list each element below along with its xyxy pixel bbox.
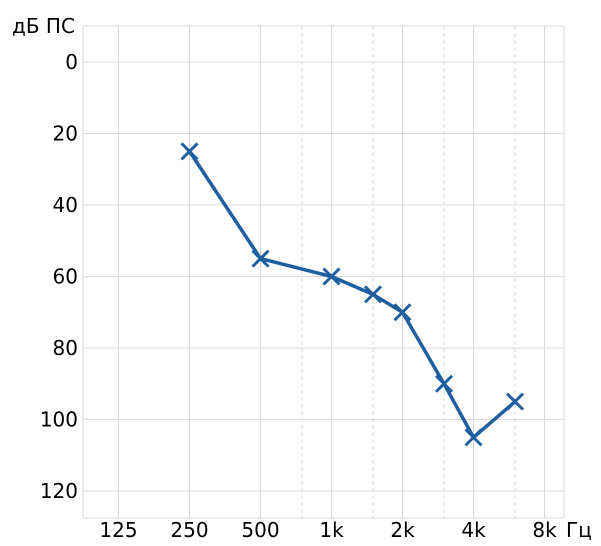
marker-stroke — [393, 303, 412, 322]
y-tick-label: 60 — [53, 265, 78, 289]
series-line — [187, 149, 517, 440]
x-tick-label: 4k — [461, 518, 486, 542]
grid — [82, 25, 565, 519]
data-point-marker — [322, 267, 341, 286]
marker-stroke — [505, 392, 525, 411]
marker-stroke — [180, 142, 199, 161]
data-point-marker — [251, 249, 270, 268]
y-tick-label: 80 — [53, 336, 78, 360]
marker-stroke — [434, 374, 454, 393]
data-point-marker — [363, 285, 383, 304]
data-point-marker — [464, 428, 483, 447]
series-group — [180, 142, 525, 447]
x-axis-unit-label: Гц — [566, 518, 592, 542]
plot-frame — [82, 25, 565, 519]
y-tick-label: 20 — [53, 122, 78, 146]
data-point-marker — [180, 142, 199, 161]
y-tick-label: 40 — [53, 193, 78, 217]
marker-stroke — [363, 285, 383, 304]
y-tick-label: 120 — [40, 479, 78, 503]
marker-stroke — [322, 267, 341, 286]
x-tick-label: 8k — [532, 518, 557, 542]
x-tick-label: 2k — [390, 518, 415, 542]
data-point-marker — [505, 392, 525, 411]
marker-stroke — [251, 249, 270, 268]
y-axis-unit-label: дБ ПС — [12, 14, 75, 38]
x-tick-label: 1k — [319, 518, 344, 542]
x-tick-label: 250 — [170, 518, 208, 542]
data-point-marker — [434, 374, 454, 393]
marker-stroke — [464, 428, 483, 447]
x-tick-label: 500 — [241, 518, 279, 542]
data-point-marker — [393, 303, 412, 322]
y-tick-label: 100 — [40, 408, 78, 432]
y-tick-label: 0 — [65, 50, 78, 74]
axis-labels: дБ ПС Гц 0 20 40 60 80 100 120 125 250 500 1k 2k 4k 8… — [12, 14, 592, 542]
x-tick-label: 125 — [99, 518, 137, 542]
